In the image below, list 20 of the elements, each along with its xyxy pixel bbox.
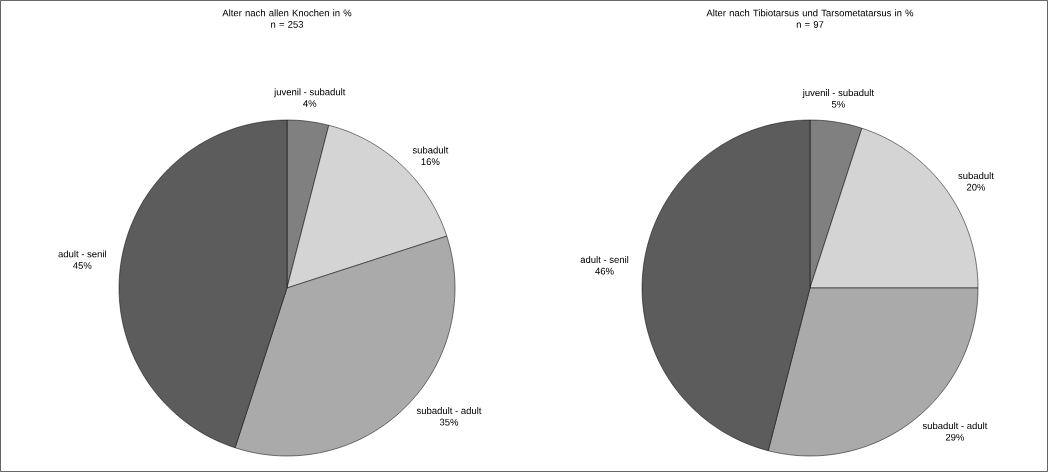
data-label: 35% <box>439 418 459 426</box>
data-label: 16% <box>421 158 440 165</box>
data-label: 29% <box>945 433 965 441</box>
data-label: 46% <box>595 267 614 275</box>
chart-title: Alter nach Tibiotarsus und Tarsometatarsus in % <box>706 9 914 17</box>
slice-label: subadult - adult <box>922 422 988 430</box>
slice-label: juvenil - subadult <box>273 88 346 98</box>
slice-label: subadult <box>958 172 994 180</box>
slice-label: subadult <box>412 146 449 154</box>
data-label: 45% <box>73 262 92 269</box>
data-label: 5% <box>831 100 845 108</box>
data-label: 20% <box>966 183 986 191</box>
slice-label: adult - senil <box>580 256 629 263</box>
slice-label: juvenil - subadult <box>802 89 874 98</box>
slice-label: subadult - adult <box>416 407 482 415</box>
slice-label: adult - senil <box>58 250 106 258</box>
data-label: 4% <box>303 100 317 107</box>
chart-subtitle: n = 253 <box>271 21 304 28</box>
chart-subtitle: n = 97 <box>796 21 824 28</box>
chart-title: Alter nach allen Knochen in % <box>222 9 352 17</box>
